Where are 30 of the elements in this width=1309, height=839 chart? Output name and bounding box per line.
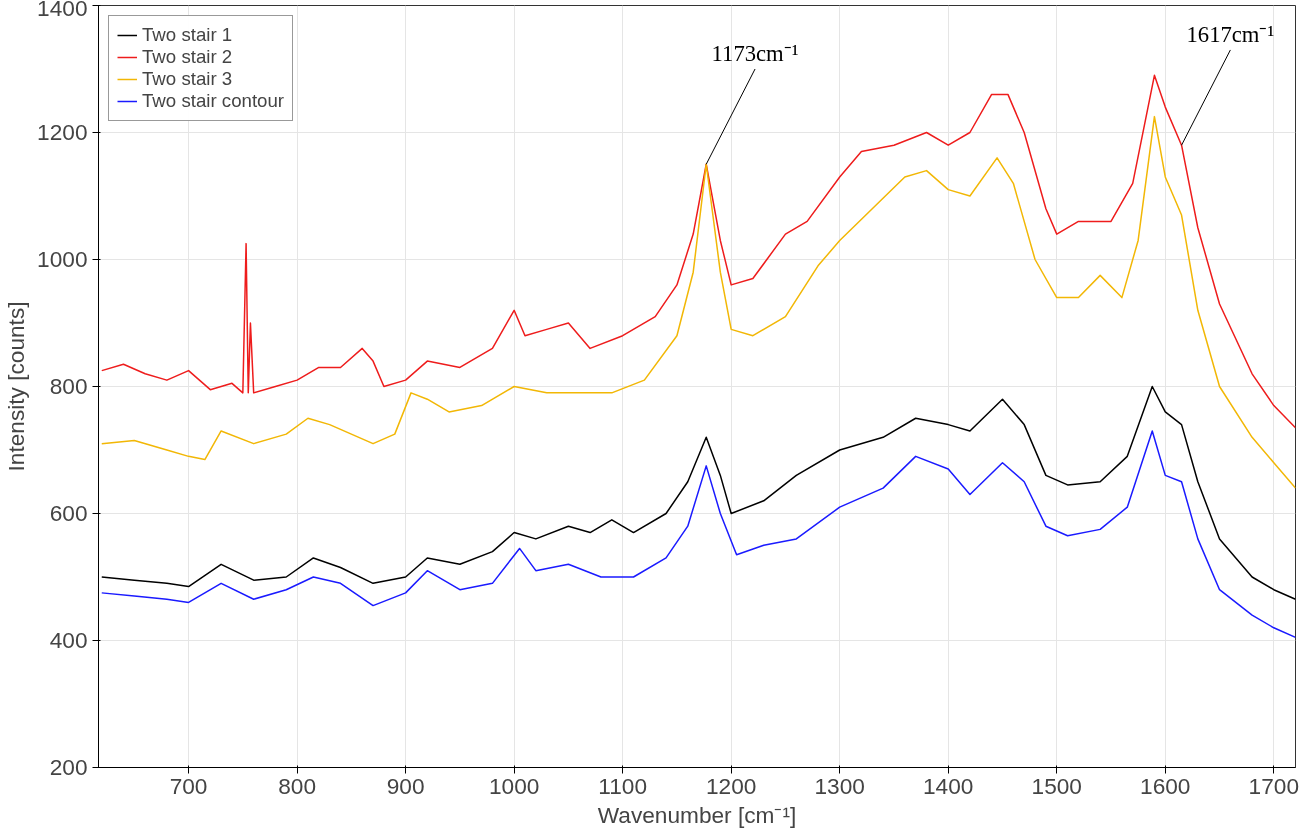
line-series xyxy=(101,115,1296,489)
y-tick-label: 800 xyxy=(49,373,88,399)
legend-label: Two stair 3 xyxy=(142,68,233,90)
y-tick-label: 600 xyxy=(49,500,88,526)
legend-label: Two stair contour xyxy=(142,90,285,112)
x-tick-label: 1400 xyxy=(923,772,974,799)
x-tick-label: 900 xyxy=(386,772,425,799)
y-tick-label: 1200 xyxy=(37,119,88,145)
y-axis-title: Intensity [counts] xyxy=(3,301,30,472)
annotation: 1173cm⁻¹ xyxy=(711,40,799,66)
x-tick-label: 1500 xyxy=(1031,772,1082,799)
x-tick-label: 1700 xyxy=(1248,772,1299,799)
x-tick-label: 1200 xyxy=(705,772,757,799)
legend-label: Two stair 1 xyxy=(142,24,233,46)
x-tick-label: 1100 xyxy=(598,772,648,799)
x-tick-label: 1300 xyxy=(814,772,865,799)
y-tick-label: 400 xyxy=(49,627,88,653)
line-series xyxy=(101,385,1296,600)
line-series xyxy=(101,430,1296,639)
legend-label: Two stair 2 xyxy=(142,46,233,68)
annotation: 1617cm⁻¹ xyxy=(1186,21,1275,47)
x-axis-title: Wavenumber [cm⁻¹] xyxy=(597,801,797,828)
y-tick-label: 1400 xyxy=(37,0,88,21)
line-series xyxy=(101,74,1296,429)
y-tick-label: 1000 xyxy=(37,246,88,272)
x-tick-label: 1600 xyxy=(1140,772,1191,799)
x-tick-label: 1000 xyxy=(488,772,540,799)
y-tick-label: 200 xyxy=(49,754,88,780)
x-tick-label: 700 xyxy=(169,772,208,799)
x-tick-label: 800 xyxy=(278,772,317,799)
